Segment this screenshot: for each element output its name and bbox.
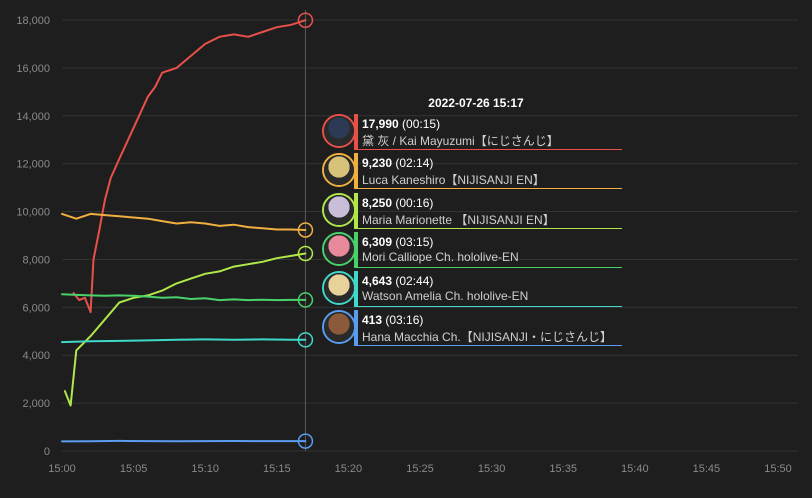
avatar-image <box>324 273 354 304</box>
row-underline <box>358 345 622 347</box>
avatar-image <box>324 233 354 264</box>
tooltip-row: 6,309 (03:15) Mori Calliope Ch. hololive-… <box>322 231 622 268</box>
x-tick-label: 15:30 <box>478 463 506 475</box>
hover-markers <box>297 12 314 449</box>
x-tick-label: 15:20 <box>335 463 363 475</box>
channel-name: 黛 灰 / Kai Mayuzumi【にじさんじ】 <box>362 134 559 148</box>
hover-marker-0 <box>297 12 314 28</box>
row-underline <box>358 188 622 190</box>
tooltip-value-line: 17,990 (00:15) <box>362 117 440 131</box>
tooltip-row: 413 (03:16) Hana Macchia Ch.【NIJISANJI・にじ… <box>322 310 622 347</box>
y-tick-label: 4,000 <box>22 350 50 362</box>
channel-avatar <box>322 231 356 266</box>
avatar-image <box>324 194 354 225</box>
viewer-count: 9,230 <box>362 156 393 171</box>
tooltip-value-line: 6,309 (03:15) <box>362 235 433 249</box>
hover-marker-1 <box>297 222 314 238</box>
channel-name: Mori Calliope Ch. hololive-EN <box>362 249 519 264</box>
channel-avatar <box>322 114 356 148</box>
stream-duration: (00:16) <box>395 195 434 210</box>
x-tick-label: 15:50 <box>764 463 792 475</box>
tooltip-row: 9,230 (02:14) Luca Kaneshiro【NIJISANJI EN… <box>322 153 622 190</box>
tooltip-rows: 17,990 (00:15) 黛 灰 / Kai Mayuzumi【にじさんじ】 9… <box>322 114 622 347</box>
y-tick-label: 12,000 <box>16 159 50 171</box>
gridlines <box>62 19 798 452</box>
viewer-count: 413 <box>362 313 383 328</box>
x-tick-label: 15:00 <box>48 463 76 475</box>
x-tick-label: 15:10 <box>191 463 219 475</box>
y-tick-label: 14,000 <box>16 111 50 123</box>
channel-avatar <box>322 271 356 306</box>
viewer-count: 6,309 <box>362 234 393 249</box>
avatar-image <box>324 155 354 186</box>
tooltip-row: 8,250 (00:16) Maria Marionette 【NIJISANJI… <box>322 192 622 229</box>
series-color-stripe <box>354 310 358 347</box>
hover-marker-4 <box>297 332 314 348</box>
viewer-count: 17,990 <box>362 117 399 131</box>
stream-duration: (02:14) <box>395 156 434 171</box>
y-tick-label: 16,000 <box>16 63 50 75</box>
tooltip-value-line: 9,230 (02:14) <box>362 156 433 170</box>
tooltip-row: 17,990 (00:15) 黛 灰 / Kai Mayuzumi【にじさんじ】 <box>322 114 622 150</box>
avatar-image <box>324 116 354 146</box>
x-tick-label: 15:40 <box>621 463 649 475</box>
series-line-5 <box>61 439 307 443</box>
hover-marker-3 <box>297 292 314 308</box>
y-tick-label: 0 <box>44 446 50 458</box>
row-underline <box>358 227 622 229</box>
avatar-image <box>324 312 354 343</box>
x-tick-label: 15:35 <box>549 463 577 475</box>
x-axis: 15:00 15:05 15:10 15:15 15:20 15:25 15:30 15:35… <box>48 463 792 475</box>
series-line-1 <box>61 212 307 231</box>
y-tick-label: 2,000 <box>22 398 50 410</box>
channel-avatar <box>322 192 356 227</box>
hover-marker-5 <box>297 433 314 449</box>
channel-name: Maria Marionette 【NIJISANJI EN】 <box>362 212 555 227</box>
tooltip-timestamp: 2022-07-26 15:17 <box>428 96 524 110</box>
stream-duration: (03:16) <box>385 313 424 328</box>
series-color-stripe <box>354 114 358 150</box>
y-tick-label: 8,000 <box>22 254 50 266</box>
channel-avatar <box>322 310 356 345</box>
viewer-count: 8,250 <box>362 195 393 210</box>
x-tick-label: 15:25 <box>406 463 434 475</box>
channel-name: Luca Kaneshiro【NIJISANJI EN】 <box>362 173 545 188</box>
tooltip-value-line: 8,250 (00:16) <box>362 196 433 210</box>
channel-name: Hana Macchia Ch.【NIJISANJI・にじさんじ】 <box>362 330 613 345</box>
stream-duration: (02:44) <box>395 274 434 289</box>
series-color-stripe <box>354 271 358 308</box>
x-tick-label: 15:15 <box>263 463 291 475</box>
y-tick-label: 6,000 <box>22 302 50 314</box>
series-line-2 <box>63 252 307 407</box>
channel-avatar <box>322 153 356 188</box>
series-line-3 <box>61 293 307 302</box>
row-underline <box>358 266 622 268</box>
series-color-stripe <box>354 231 358 268</box>
tooltip-value-line: 413 (03:16) <box>362 313 423 327</box>
tooltip-row: 4,643 (02:44) Watson Amelia Ch. hololive-… <box>322 271 622 308</box>
y-axis: 0 2,000 4,000 6,000 8,000 10,000 12,000 14,000 1… <box>16 15 50 458</box>
series-color-stripe <box>354 153 358 190</box>
series-color-stripe <box>354 192 358 229</box>
stream-duration: (00:15) <box>402 117 441 131</box>
y-tick-label: 18,000 <box>16 15 50 27</box>
row-underline <box>358 149 622 150</box>
series-line-4 <box>61 338 307 344</box>
hover-tooltip: 2022-07-26 15:17 17,990 (00:15) 黛 灰 / Kai… <box>322 94 622 350</box>
series-lines <box>61 19 307 443</box>
stream-duration: (03:15) <box>395 234 434 249</box>
y-tick-label: 10,000 <box>16 207 50 219</box>
channel-name: Watson Amelia Ch. hololive-EN <box>362 289 529 304</box>
viewer-count: 4,643 <box>362 274 393 289</box>
x-tick-label: 15:45 <box>693 463 721 475</box>
series-line-0 <box>72 19 307 314</box>
tooltip-value-line: 4,643 (02:44) <box>362 274 433 288</box>
hover-marker-2 <box>297 245 314 262</box>
row-underline <box>358 306 622 308</box>
x-tick-label: 15:05 <box>120 463 148 475</box>
